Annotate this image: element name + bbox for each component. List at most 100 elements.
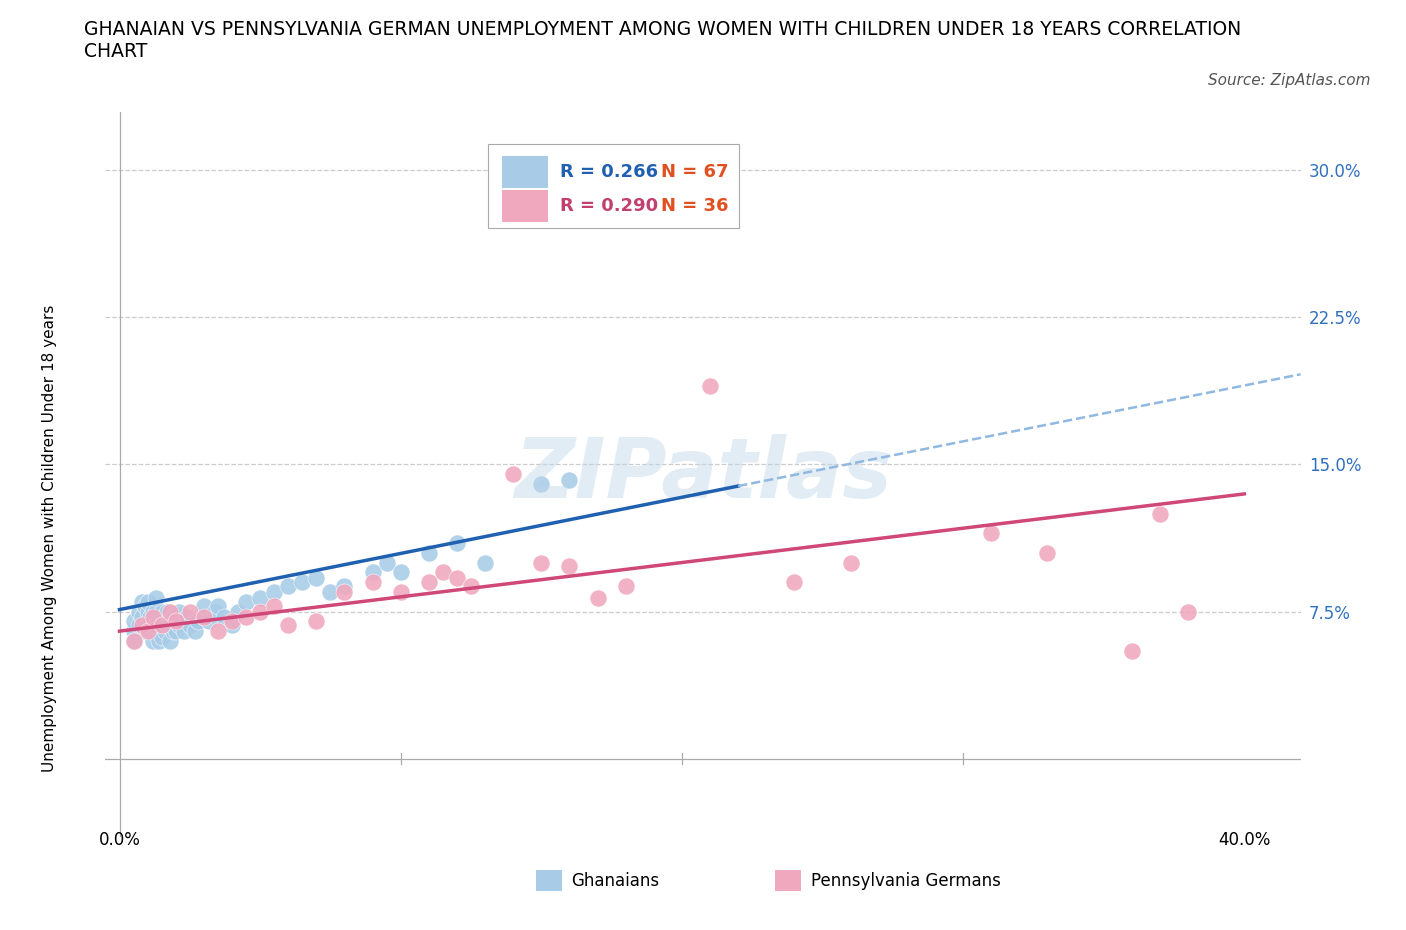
Point	[159, 633, 181, 648]
Point	[131, 610, 153, 625]
Point	[212, 610, 235, 625]
Point	[207, 624, 229, 639]
Point	[333, 578, 356, 593]
Point	[207, 598, 229, 613]
Point	[131, 594, 153, 609]
Point	[142, 633, 165, 648]
Point	[150, 630, 173, 644]
FancyBboxPatch shape	[502, 156, 547, 188]
Point	[305, 571, 328, 586]
Point	[361, 565, 384, 579]
Point	[249, 604, 271, 619]
Text: R = 0.266: R = 0.266	[560, 163, 658, 180]
Point	[150, 604, 173, 619]
Point	[263, 584, 285, 599]
Point	[319, 584, 342, 599]
Point	[614, 578, 637, 593]
Text: GHANAIAN VS PENNSYLVANIA GERMAN UNEMPLOYMENT AMONG WOMEN WITH CHILDREN UNDER 18 : GHANAIAN VS PENNSYLVANIA GERMAN UNEMPLOY…	[84, 20, 1241, 39]
Point	[446, 571, 468, 586]
Point	[375, 555, 398, 570]
Point	[122, 633, 145, 648]
Point	[1149, 506, 1171, 521]
Point	[699, 379, 721, 393]
Point	[179, 618, 201, 632]
Point	[460, 578, 482, 593]
Point	[446, 536, 468, 551]
Point	[134, 598, 156, 613]
Point	[193, 598, 215, 613]
Point	[204, 604, 226, 619]
Point	[153, 624, 176, 639]
Point	[136, 624, 159, 639]
Point	[165, 608, 187, 623]
Point	[134, 624, 156, 639]
Point	[263, 598, 285, 613]
FancyBboxPatch shape	[488, 144, 740, 228]
Point	[165, 624, 187, 639]
Point	[122, 624, 145, 639]
Point	[1177, 604, 1199, 619]
Point	[198, 614, 221, 629]
FancyBboxPatch shape	[502, 190, 547, 222]
Point	[139, 624, 162, 639]
Point	[150, 618, 173, 632]
Point	[249, 591, 271, 605]
Point	[150, 618, 173, 632]
Point	[170, 614, 193, 629]
Point	[153, 610, 176, 625]
Point	[305, 614, 328, 629]
Point	[530, 555, 553, 570]
Point	[122, 633, 145, 648]
Point	[162, 624, 184, 639]
Text: Pennsylvania Germans: Pennsylvania Germans	[811, 871, 1001, 889]
Point	[586, 591, 609, 605]
Point	[145, 604, 167, 619]
FancyBboxPatch shape	[775, 870, 801, 891]
Text: CHART: CHART	[84, 42, 148, 60]
Point	[235, 610, 257, 625]
Point	[122, 614, 145, 629]
Point	[179, 604, 201, 619]
Point	[418, 575, 440, 590]
Point	[783, 575, 806, 590]
Point	[128, 604, 150, 619]
Point	[502, 467, 524, 482]
Text: 40.0%: 40.0%	[1218, 831, 1271, 849]
Point	[558, 559, 581, 574]
Text: 0.0%: 0.0%	[98, 831, 141, 849]
Point	[530, 477, 553, 492]
Point	[226, 604, 249, 619]
Point	[235, 594, 257, 609]
Point	[142, 604, 165, 619]
Point	[333, 584, 356, 599]
Point	[156, 618, 179, 632]
Point	[173, 624, 195, 639]
Point	[277, 578, 299, 593]
Point	[145, 591, 167, 605]
Point	[291, 575, 314, 590]
Point	[980, 525, 1002, 540]
Point	[167, 618, 190, 632]
FancyBboxPatch shape	[536, 870, 562, 891]
Point	[145, 618, 167, 632]
Text: N = 67: N = 67	[661, 163, 728, 180]
Text: Source: ZipAtlas.com: Source: ZipAtlas.com	[1208, 73, 1371, 87]
Point	[474, 555, 496, 570]
Point	[221, 614, 243, 629]
Point	[193, 610, 215, 625]
Point	[136, 604, 159, 619]
Point	[389, 565, 412, 579]
Point	[139, 610, 162, 625]
Point	[432, 565, 454, 579]
Point	[148, 633, 170, 648]
Point	[389, 584, 412, 599]
Text: Ghanaians: Ghanaians	[571, 871, 659, 889]
Point	[839, 555, 862, 570]
Point	[128, 618, 150, 632]
Point	[193, 610, 215, 625]
Point	[165, 614, 187, 629]
Point	[136, 594, 159, 609]
Point	[167, 604, 190, 619]
Text: N = 36: N = 36	[661, 197, 728, 215]
Point	[221, 618, 243, 632]
